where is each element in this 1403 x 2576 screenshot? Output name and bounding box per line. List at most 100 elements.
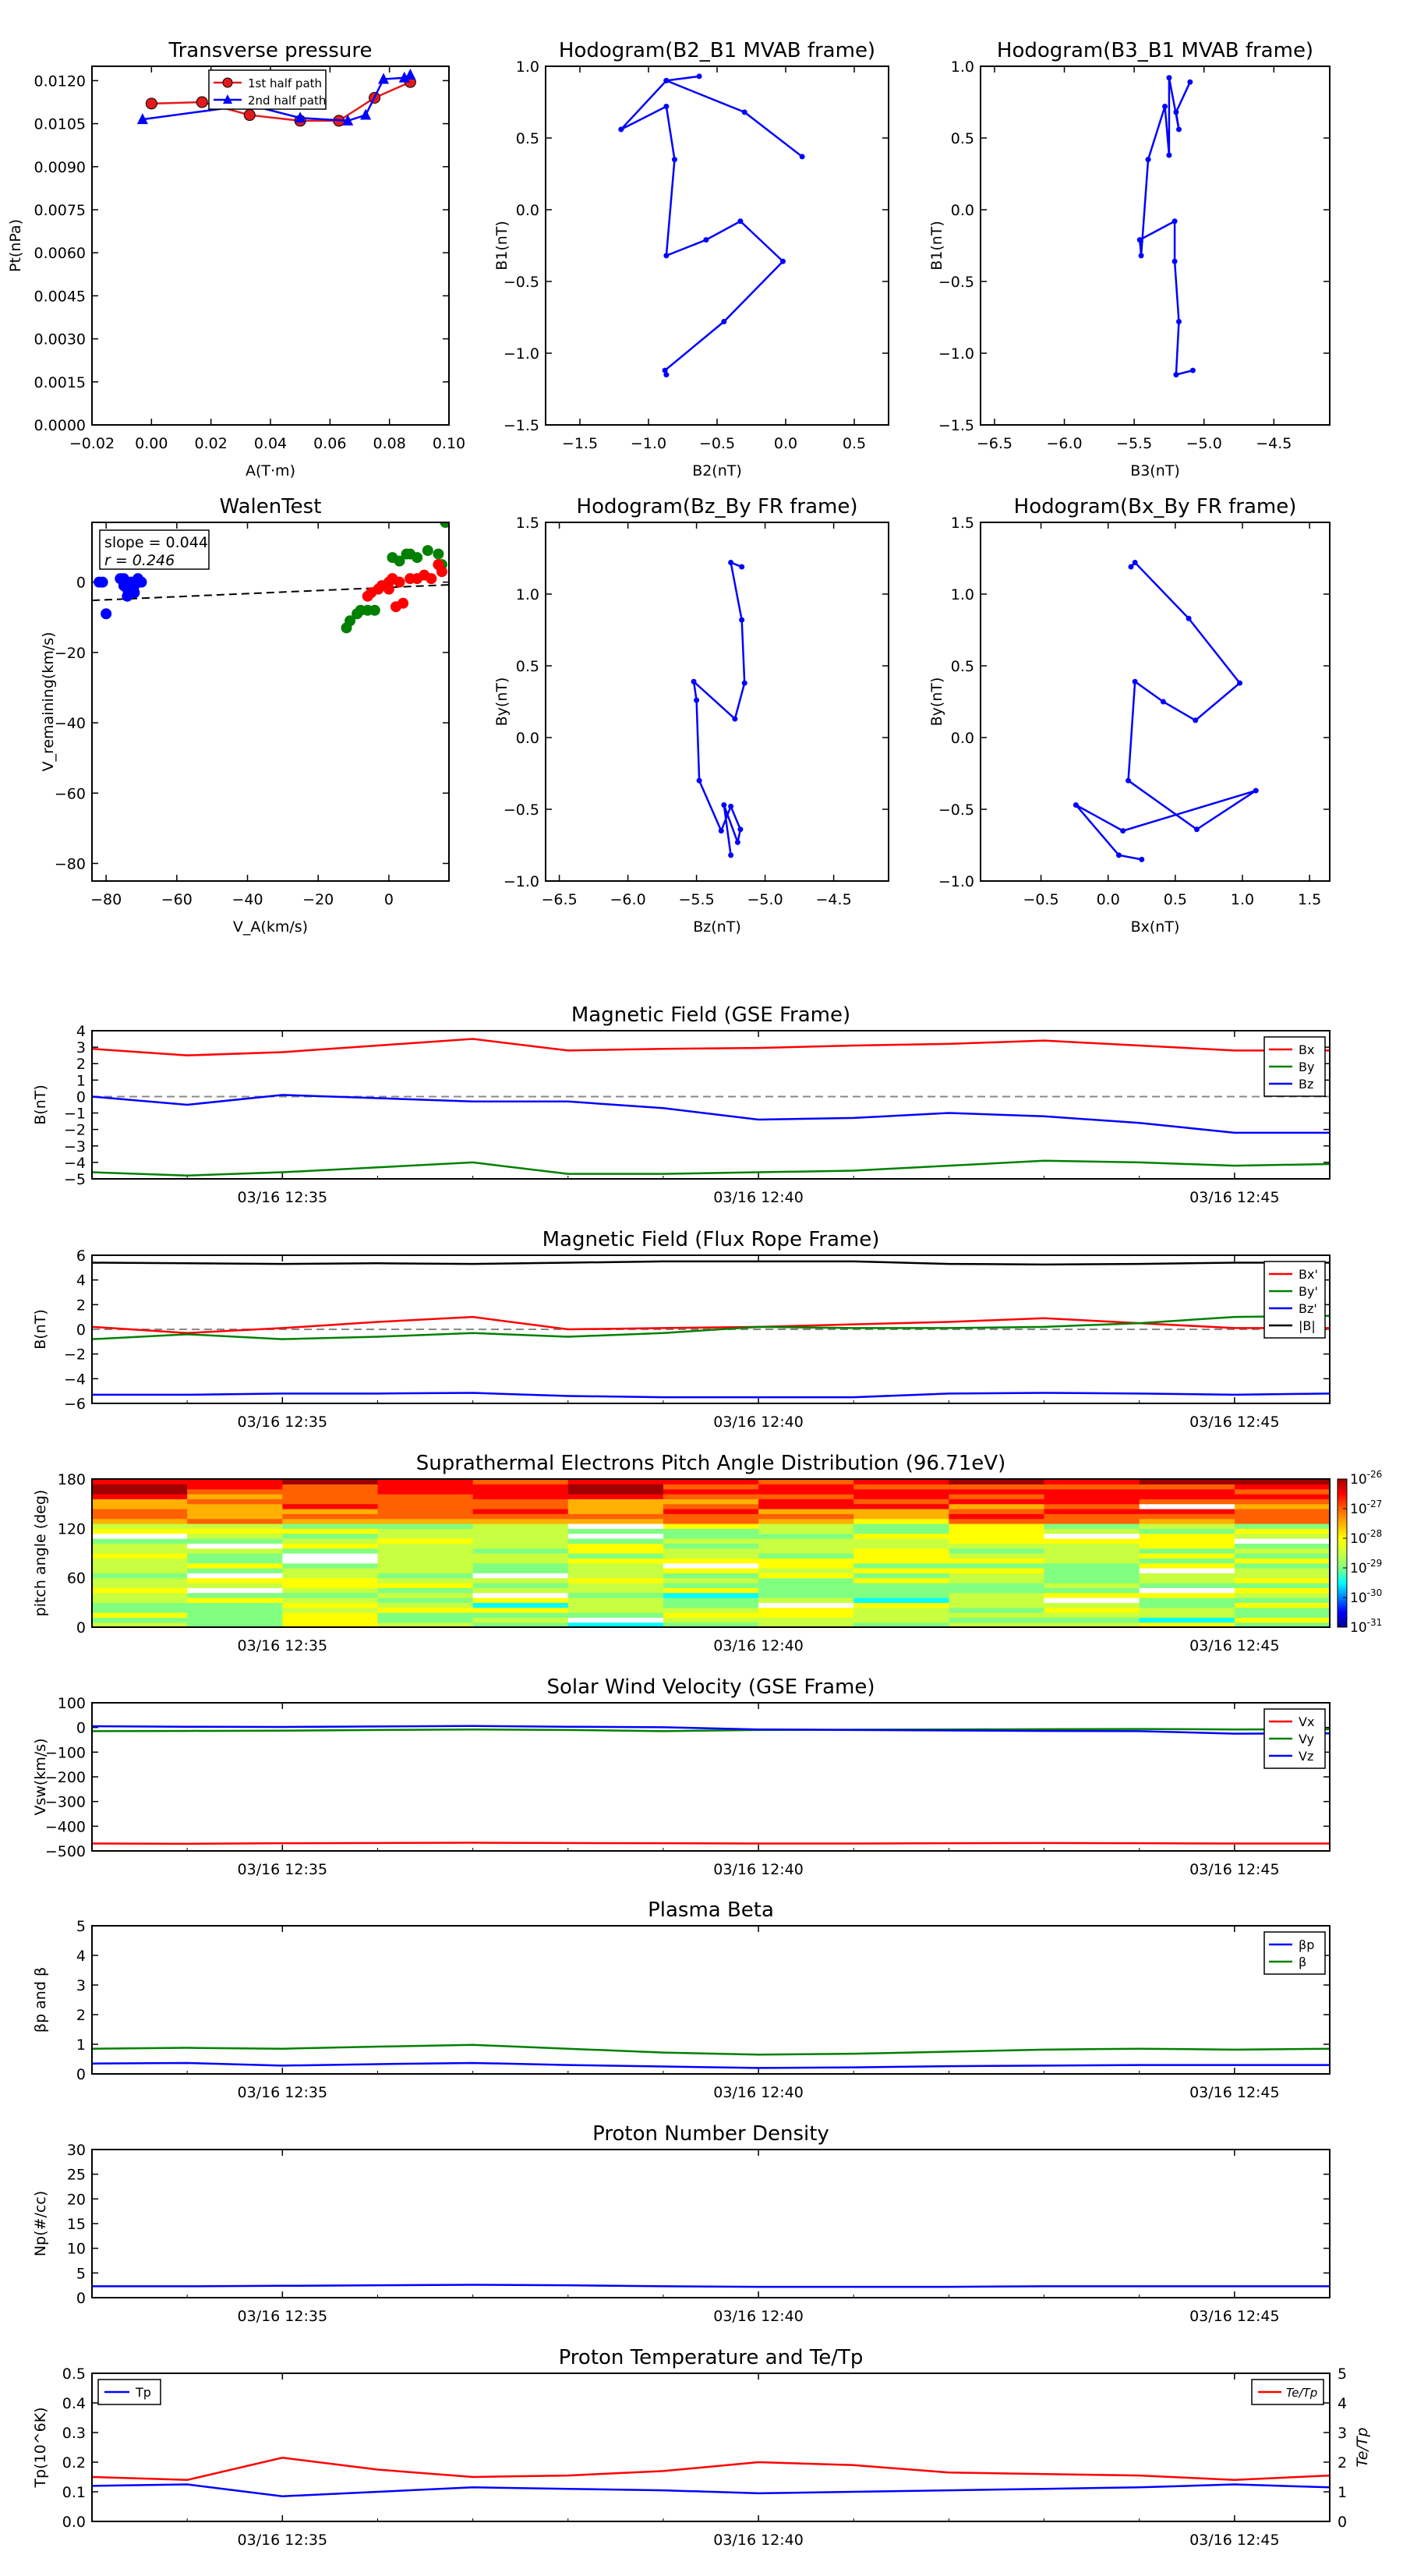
heatmap-cell — [187, 1488, 283, 1495]
series-line — [92, 1842, 1330, 1845]
heatmap-cell — [187, 1499, 283, 1505]
heatmap-cell — [1044, 1509, 1140, 1514]
heatmap-cell — [377, 1538, 474, 1544]
series-marker — [1132, 678, 1138, 685]
heatmap-cell — [758, 1558, 854, 1564]
heatmap-cell — [567, 1592, 664, 1598]
plot-area — [92, 2043, 1330, 2069]
heatmap-cell — [663, 1543, 759, 1549]
heatmap-cell — [1139, 1587, 1235, 1594]
y-tick-label: 20 — [67, 2191, 86, 2208]
annotation-r: r = 0.246 — [104, 552, 175, 569]
heatmap-cell — [187, 1592, 283, 1598]
x-tick-label: 0.10 — [433, 435, 465, 452]
x-tick-label: 0.04 — [254, 435, 287, 452]
y-tick-label: −1.5 — [504, 417, 539, 434]
heatmap-cell — [567, 1484, 664, 1490]
heatmap-cell — [92, 1538, 188, 1544]
heatmap-cell — [92, 1533, 188, 1539]
heatmap-cell — [1044, 1558, 1140, 1564]
axes-frame — [91, 522, 450, 882]
heatmap-cell — [187, 1617, 283, 1623]
x-tick-label: 0.0 — [774, 435, 797, 452]
heatmap-cell — [949, 1518, 1045, 1524]
heatmap-cell — [1234, 1523, 1330, 1529]
heatmap-cell — [1044, 1499, 1140, 1505]
heatmap-cell — [663, 1568, 759, 1573]
heatmap-cell — [853, 1523, 949, 1529]
series-marker — [378, 73, 390, 84]
heatmap-cell — [282, 1518, 379, 1524]
x-tick-label: −4.5 — [1256, 435, 1292, 452]
y-tick-label: −0.5 — [938, 274, 974, 291]
heatmap-cell — [187, 1494, 283, 1499]
heatmap-cell — [92, 1577, 188, 1583]
scatter-point — [436, 566, 447, 578]
series-marker — [136, 113, 148, 125]
x-tick-label: 0 — [384, 891, 394, 908]
heatmap-cell — [1234, 1543, 1330, 1549]
x-axis-label: B3(nT) — [1130, 462, 1180, 479]
heatmap-cell — [1139, 1509, 1235, 1514]
heatmap-cell — [282, 1533, 379, 1539]
heatmap-cell — [1139, 1592, 1235, 1598]
y-tick-label: 5 — [76, 2265, 86, 2282]
heatmap-cell — [377, 1587, 474, 1594]
heatmap-cell — [663, 1598, 759, 1603]
heatmap-cell — [472, 1503, 569, 1509]
heatmap-cell — [1234, 1503, 1330, 1509]
scatter-point — [412, 552, 423, 564]
heatmap-cell — [377, 1583, 474, 1588]
x-tick-label: −80 — [90, 891, 122, 908]
chart-title: Hodogram(B3_B1 MVAB frame) — [997, 39, 1313, 62]
panel-0: Transverse pressure −0.02 0.00 0.02 0.04 0.06… — [7, 39, 465, 479]
heatmap-cell — [1139, 1568, 1235, 1573]
heatmap-cell — [377, 1484, 474, 1490]
heatmap-cell — [1139, 1617, 1235, 1623]
heatmap-cell — [1139, 1528, 1235, 1534]
heatmap-cell — [1139, 1499, 1235, 1505]
series-marker — [295, 111, 306, 123]
y-tick-label: 0.0075 — [34, 202, 86, 219]
axes-frame — [91, 2373, 1331, 2522]
heatmap-cell — [949, 1573, 1045, 1579]
heatmap-cell — [758, 1583, 854, 1588]
series-marker — [342, 114, 354, 126]
x-tick-label: −6.0 — [610, 891, 646, 908]
heatmap-cell — [949, 1617, 1045, 1623]
y-axis-label: βp and β — [32, 1967, 49, 2033]
heatmap-cell — [1234, 1587, 1330, 1594]
heatmap-cell — [949, 1583, 1045, 1588]
heatmap-cell — [1044, 1494, 1140, 1499]
x-tick-label: 03/16 12:40 — [713, 1414, 804, 1431]
heatmap-cell — [472, 1543, 569, 1549]
heatmap-cell — [567, 1494, 664, 1499]
x-tick-label: 1.0 — [1231, 891, 1254, 908]
y-tick-label: 120 — [58, 1520, 86, 1537]
heatmap-cell — [853, 1548, 949, 1554]
heatmap-cell — [187, 1607, 283, 1613]
heatmap-cell — [853, 1573, 949, 1579]
series-marker — [694, 697, 700, 703]
heatmap-cell — [1139, 1553, 1235, 1559]
series-line — [92, 1159, 1330, 1177]
heatmap-cell — [282, 1573, 379, 1579]
heatmap-cell — [187, 1558, 283, 1564]
heatmap-cell — [282, 1617, 379, 1623]
heatmap-cell — [758, 1622, 854, 1627]
x-tick-label: −6.5 — [977, 435, 1012, 452]
legend-label: Bx' — [1299, 1267, 1318, 1282]
heatmap-cell — [187, 1562, 283, 1569]
y-tick-label: 2 — [76, 1297, 86, 1314]
axes-frame — [545, 522, 889, 882]
x-tick-label: 03/16 12:40 — [713, 2308, 804, 2325]
heatmap-cell — [187, 1513, 283, 1520]
heatmap-cell — [282, 1509, 379, 1514]
heatmap-cell — [472, 1533, 569, 1539]
heatmap-cell — [949, 1479, 1045, 1484]
y-tick-label: 0.5 — [951, 658, 974, 675]
series-marker — [739, 564, 745, 570]
panel-1: Hodogram(B2_B1 MVAB frame) −1.5 −1.0 −0.5 0.… — [493, 39, 889, 479]
y-tick-label: 0 — [76, 1322, 86, 1339]
